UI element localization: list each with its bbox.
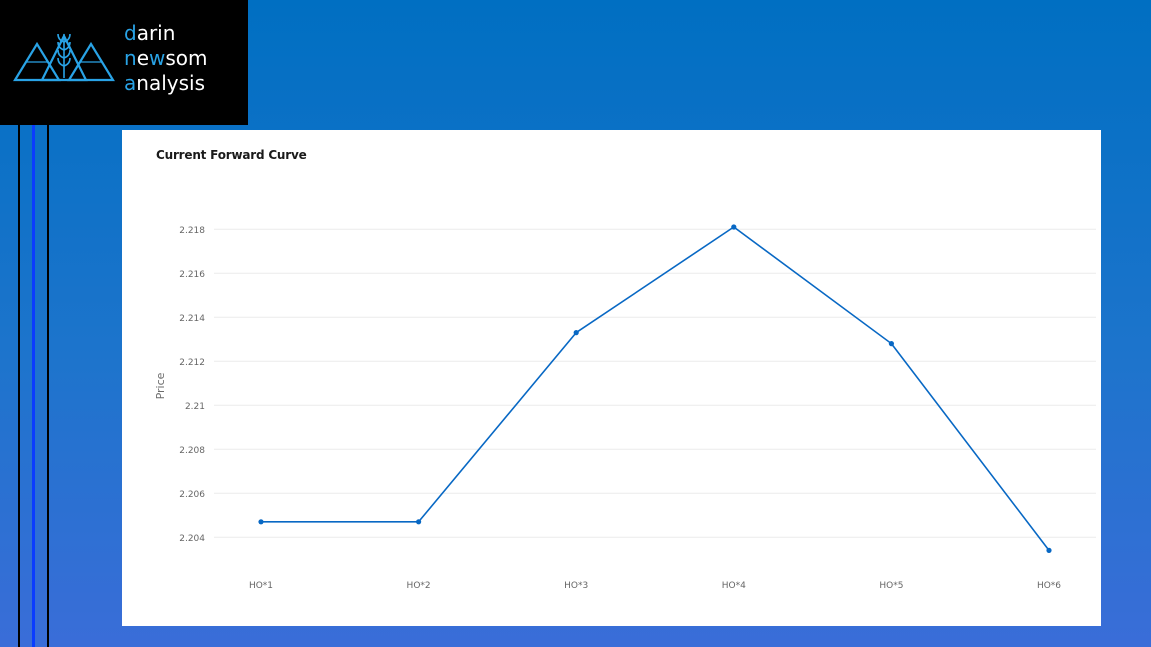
brand-line-2: newsom [124, 46, 208, 70]
brand-line-1: darin [124, 21, 176, 45]
brand-line-3: analysis [124, 71, 205, 95]
decorative-line-blue [32, 125, 35, 647]
x-tick-label: HO*4 [722, 581, 746, 591]
mountain-wheat-logo-icon [13, 33, 115, 82]
y-tick-label: 2.206 [179, 490, 205, 500]
forward-curve-chart: 2.2042.2062.2082.212.2122.2142.2162.218 … [154, 224, 1096, 591]
data-point[interactable] [416, 519, 422, 525]
decorative-line-black-left [18, 125, 20, 647]
grid-lines [214, 228, 1096, 538]
y-tick-label: 2.21 [185, 402, 205, 412]
logo-panel: darin newsom analysis [0, 0, 248, 125]
y-tick-label: 2.212 [179, 358, 205, 368]
x-tick-label: HO*2 [407, 581, 431, 591]
y-tick-label: 2.218 [179, 226, 205, 236]
data-point[interactable] [258, 519, 264, 525]
chart-panel: 2.204 2.206 2.208 2.21 2.212 2.214 2.216 2.218 … [122, 130, 1101, 626]
data-point[interactable] [888, 341, 895, 347]
data-point[interactable] [731, 224, 737, 230]
y-tick-label: 2.216 [179, 270, 205, 280]
x-tick-labels: HO*1 HO*2 HO*3 HO*4 HO*5 HO*6 [249, 581, 1061, 591]
series-layer [258, 224, 1052, 553]
y-tick-label: 2.204 [179, 534, 205, 544]
brand-name: darin newsom analysis [124, 21, 208, 96]
y-tick-labels: 2.204 2.206 2.208 2.21 2.212 2.214 2.216 2.218 [179, 226, 205, 544]
y-tick-label: 2.214 [179, 314, 205, 324]
x-tick-label: HO*6 [1037, 581, 1061, 591]
y-tick-label: 2.208 [179, 446, 205, 456]
data-point[interactable] [573, 330, 579, 336]
y-axis-label: Price [154, 372, 167, 399]
decorative-line-black-right [47, 125, 49, 647]
series-line [261, 226, 1050, 551]
chart-title: Current Forward Curve [156, 148, 307, 162]
x-tick-label: HO*5 [879, 581, 903, 591]
x-tick-label: HO*1 [249, 581, 273, 591]
x-tick-label: HO*3 [564, 581, 588, 591]
data-point[interactable] [1046, 547, 1052, 553]
